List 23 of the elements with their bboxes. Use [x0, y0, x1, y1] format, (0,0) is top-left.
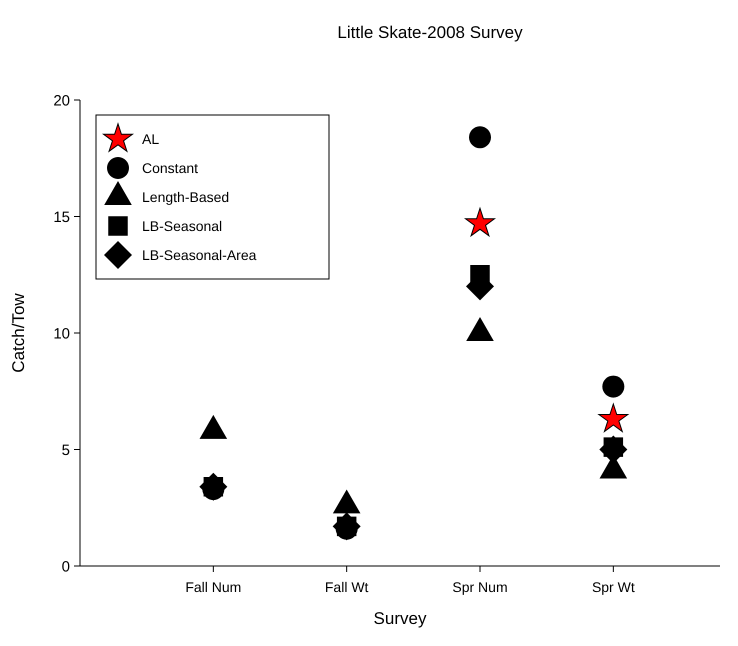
y-tick-label: 5: [62, 442, 70, 459]
legend-label: Constant: [142, 160, 198, 176]
legend-label: AL: [142, 130, 160, 147]
legend-label: LB-Seasonal-Area: [142, 246, 257, 263]
legend-label: Length-Based: [142, 188, 230, 205]
y-tick-label: 0: [62, 558, 70, 576]
x-axis-title: Survey: [374, 609, 427, 628]
x-tick-label: Spr Num: [452, 579, 508, 595]
y-tick-label: 20: [53, 92, 70, 110]
point: [469, 126, 491, 148]
x-tick-label: Fall Num: [185, 579, 242, 595]
x-tick-label: Spr Wt: [592, 579, 635, 595]
point: [465, 208, 495, 236]
legend-label: LB-Seasonal: [142, 218, 222, 234]
point: [598, 403, 628, 432]
y-tick-label: 15: [53, 208, 70, 226]
chart-title: Little Skate-2008 Survey: [337, 23, 524, 42]
point: [332, 512, 361, 540]
point: [602, 376, 624, 398]
y-tick-label: 10: [53, 325, 70, 342]
point: [199, 472, 228, 501]
x-tick-label: Fall Wt: [324, 579, 369, 595]
y-axis-title: Catch/Tow: [9, 292, 28, 373]
